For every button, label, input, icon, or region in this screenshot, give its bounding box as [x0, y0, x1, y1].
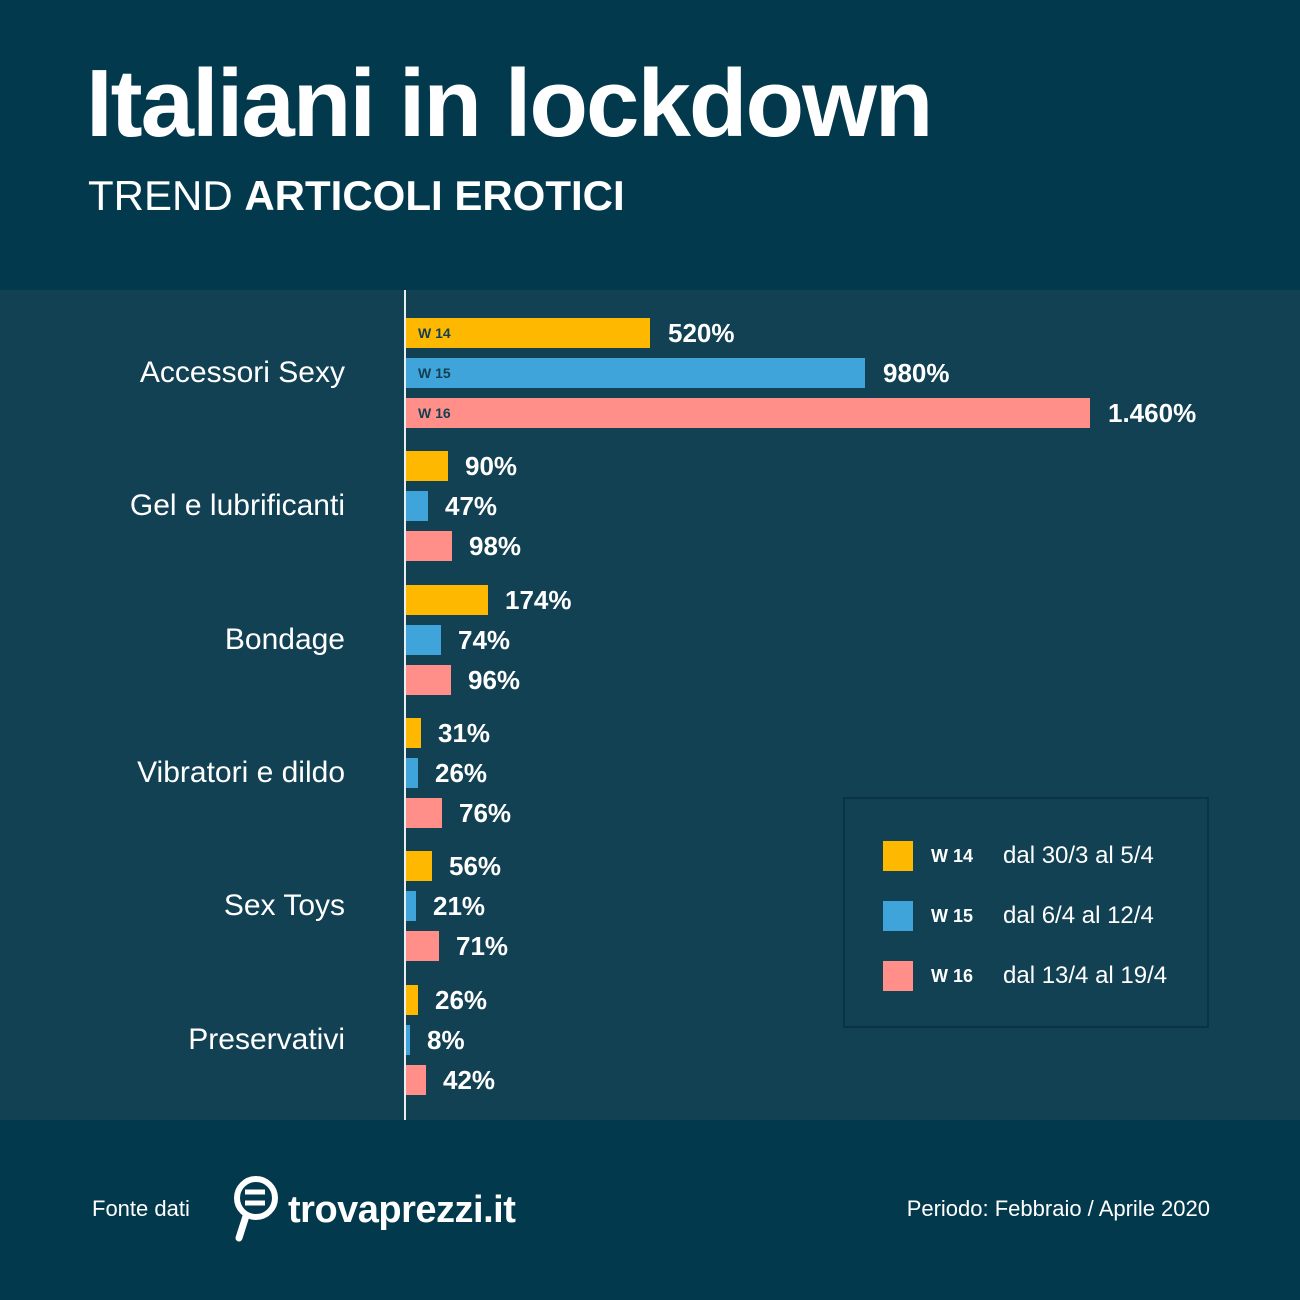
legend-range: dal 30/3 al 5/4 — [1003, 842, 1154, 869]
legend-item-w15: W 15 dal 6/4 al 12/4 — [883, 901, 1154, 931]
category-label: Preservativi — [188, 1023, 345, 1056]
bar-value-label: 26% — [435, 985, 488, 1015]
category-label: Vibratori e dildo — [137, 756, 345, 789]
bar-value-label: 98% — [469, 531, 522, 561]
legend-item-w14: W 14 dal 30/3 al 5/4 — [883, 841, 1154, 871]
bar-value-label: 76% — [459, 798, 512, 828]
subtitle-bold: ARTICOLI EROTICI — [244, 172, 625, 219]
legend-week: W 16 — [931, 965, 974, 986]
magnifier-icon — [232, 1174, 280, 1247]
legend-item-w16: W 16 dal 13/4 al 19/4 — [883, 961, 1167, 991]
legend-week: W 15 — [931, 905, 974, 926]
bar-w16: W 16 — [406, 398, 1090, 428]
chart-panel — [0, 290, 1300, 1120]
bar-week-label: W 15 — [418, 365, 451, 381]
legend-swatch-w15 — [883, 901, 913, 931]
legend-range: dal 13/4 al 19/4 — [1003, 962, 1168, 989]
category-label: Sex Toys — [223, 889, 345, 922]
category-label: Accessori Sexy — [139, 356, 345, 389]
legend: W 14 dal 30/3 al 5/4 W 15 dal 6/4 al 12/… — [843, 797, 1209, 1028]
bar-w14 — [406, 718, 421, 748]
bar-week-label: W 16 — [418, 405, 451, 421]
bar-value-label: 520% — [668, 318, 735, 348]
bar-w14: W 14 — [406, 318, 650, 348]
bar-value-label: 74% — [458, 625, 511, 655]
bar-value-label: 90% — [465, 451, 518, 481]
bar-value-label: 1.460% — [1108, 398, 1197, 428]
page-title: Italiani in lockdown — [86, 50, 933, 157]
brand-name: trovaprezzi.it — [288, 1189, 516, 1231]
legend-range: dal 6/4 al 12/4 — [1003, 902, 1154, 929]
brand-logo: trovaprezzi.it — [232, 1174, 516, 1247]
period-label: Periodo: Febbraio / Aprile 2020 — [906, 1196, 1210, 1221]
bar-w16 — [406, 531, 452, 561]
bar-value-label: 174% — [505, 585, 572, 615]
bar-w15 — [406, 891, 416, 921]
bar-w14 — [406, 851, 432, 881]
bar-value-label: 96% — [468, 665, 521, 695]
bar-week-label: W 14 — [418, 325, 451, 341]
bar-w14 — [406, 451, 448, 481]
bar-w16 — [406, 665, 451, 695]
y-axis-line — [404, 290, 406, 1120]
source-label: Fonte dati — [92, 1196, 190, 1221]
bar-w16 — [406, 931, 439, 961]
category-label: Gel e lubrificanti — [129, 489, 345, 522]
bar-w14 — [406, 585, 488, 615]
bar-w15 — [406, 625, 441, 655]
bar-value-label: 31% — [438, 718, 491, 748]
page-subtitle: TREND ARTICOLI EROTICI — [88, 175, 625, 217]
bar-w15 — [406, 491, 428, 521]
bar-value-label: 26% — [435, 758, 488, 788]
bar-w14 — [406, 985, 418, 1015]
legend-swatch-w14 — [883, 841, 913, 871]
bar-w15: W 15 — [406, 358, 865, 388]
bar-w16 — [406, 1065, 426, 1095]
legend-swatch-w16 — [883, 961, 913, 991]
bar-value-label: 8% — [427, 1025, 465, 1055]
bar-w16 — [406, 798, 442, 828]
category-label: Bondage — [224, 623, 345, 656]
bar-value-label: 71% — [456, 931, 509, 961]
bar-w15 — [406, 1025, 410, 1055]
bar-w15 — [406, 758, 418, 788]
bar-value-label: 980% — [883, 358, 950, 388]
bar-value-label: 47% — [445, 491, 498, 521]
legend-week: W 14 — [931, 845, 974, 866]
bar-value-label: 21% — [433, 891, 486, 921]
subtitle-light: TREND — [88, 172, 233, 219]
bar-value-label: 42% — [443, 1065, 496, 1095]
bar-value-label: 56% — [449, 851, 502, 881]
